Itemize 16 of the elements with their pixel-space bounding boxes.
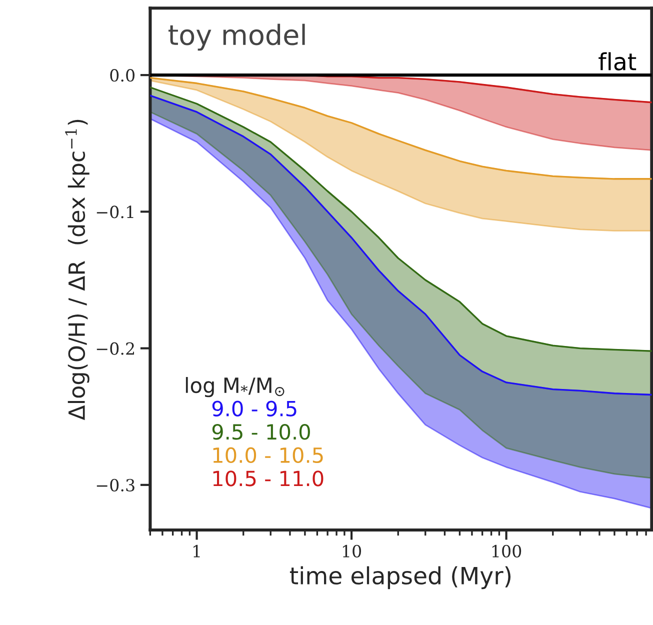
- y-axis-title: Δlog(O/H) / ΔR (dex kpc$^{−1}$): [65, 120, 90, 420]
- x-tick-label: 100: [492, 544, 522, 558]
- text: 9.0 - 9.5: [212, 400, 296, 416]
- text: 10.5 - 11.0: [213, 470, 324, 486]
- y-tick-label: −0.1: [96, 206, 134, 218]
- annotation: toy model: [168, 24, 305, 51]
- y-tick-label: 0.0: [110, 69, 134, 82]
- x-tick-label: 10: [342, 544, 362, 558]
- x-axis-title: time elapsed (Myr): [290, 566, 511, 590]
- ref-line-label: flat: [598, 52, 636, 70]
- text: 9.5 - 10.0: [212, 424, 310, 440]
- text: 10.0 - 10.5: [213, 447, 323, 464]
- y-tick-label: −0.2: [96, 342, 134, 355]
- legend-title: log M$_{*}$/M$_{⊙}$: [186, 377, 284, 398]
- y-tick-label: −0.3: [96, 478, 134, 492]
- x-tick-label: 1: [194, 544, 200, 558]
